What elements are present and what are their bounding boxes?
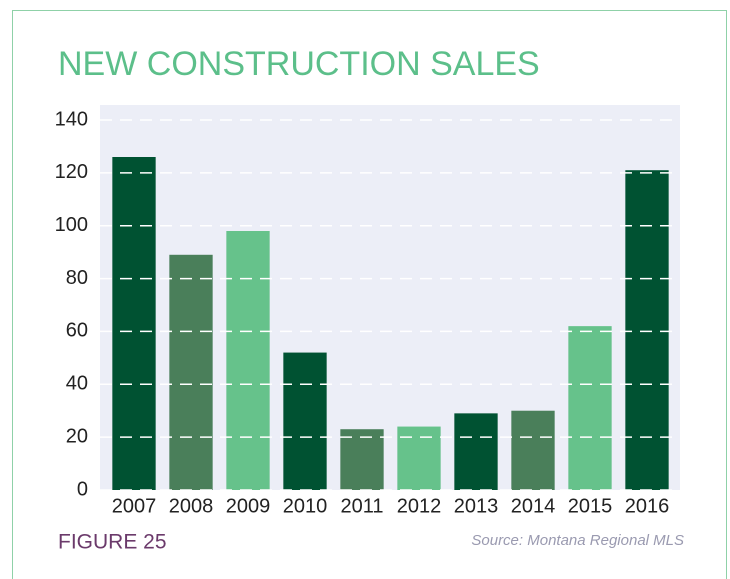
x-tick-label: 2013 xyxy=(454,495,499,517)
x-tick-label: 2007 xyxy=(112,495,157,517)
source-note: Source: Montana Regional MLS xyxy=(471,532,684,549)
y-tick-label: 0 xyxy=(77,478,88,500)
chart-title: NEW CONSTRUCTION SALES xyxy=(58,45,540,83)
bar xyxy=(397,426,441,490)
y-tick-label: 100 xyxy=(55,214,88,236)
y-tick-label: 20 xyxy=(66,425,88,447)
y-tick-label: 80 xyxy=(66,267,88,289)
x-tick-label: 2014 xyxy=(511,495,556,517)
x-tick-label: 2016 xyxy=(625,495,670,517)
bar xyxy=(625,170,669,490)
y-tick-label: 60 xyxy=(66,320,88,342)
frame xyxy=(12,10,727,579)
x-tick-label: 2011 xyxy=(340,495,383,517)
bar xyxy=(511,410,555,490)
x-tick-label: 2012 xyxy=(397,495,442,517)
bar xyxy=(169,254,213,490)
x-tick-label: 2008 xyxy=(169,495,214,517)
bar xyxy=(340,429,384,490)
y-tick-label: 40 xyxy=(66,373,88,395)
bar xyxy=(112,157,156,490)
bar xyxy=(568,326,612,490)
x-tick-label: 2009 xyxy=(226,495,271,517)
bar xyxy=(283,352,327,490)
bar xyxy=(226,231,270,490)
x-tick-label: 2010 xyxy=(283,495,328,517)
bar xyxy=(454,413,498,490)
y-tick-label: 120 xyxy=(55,161,88,183)
y-tick-label: 140 xyxy=(55,108,88,130)
x-tick-label: 2015 xyxy=(568,495,613,517)
figure-label: FIGURE 25 xyxy=(58,531,167,554)
